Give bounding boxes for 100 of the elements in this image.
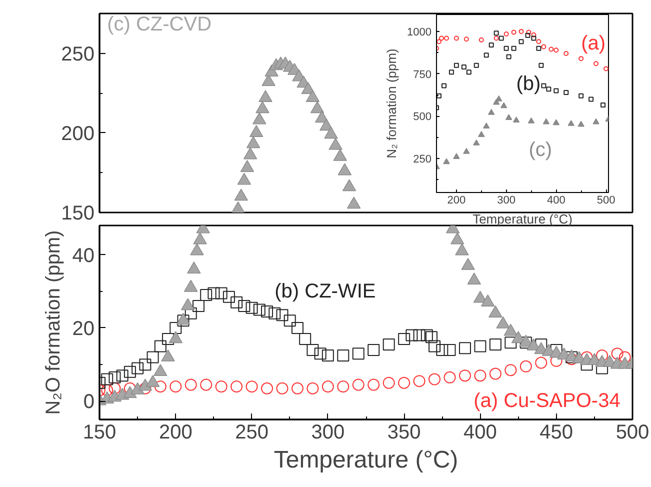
point — [382, 338, 395, 350]
point — [337, 380, 350, 393]
point — [215, 287, 228, 300]
point — [132, 362, 144, 374]
point — [542, 118, 550, 124]
point — [168, 331, 182, 344]
point — [162, 332, 174, 345]
point — [466, 70, 472, 75]
point — [154, 340, 166, 352]
point — [443, 158, 450, 164]
series-label: (a) — [581, 32, 606, 54]
x-tick-label: 200 — [447, 194, 466, 206]
point — [511, 46, 516, 51]
point — [548, 46, 554, 52]
point — [368, 344, 380, 356]
point — [504, 336, 517, 349]
point — [480, 294, 495, 306]
y-tick-label: 0 — [83, 391, 94, 414]
point — [504, 364, 517, 376]
x-tick-label: 300 — [497, 194, 516, 206]
point — [536, 46, 542, 51]
point — [564, 90, 569, 95]
point — [511, 331, 526, 344]
point — [170, 380, 182, 393]
point — [246, 380, 258, 393]
y-tick-label: 20 — [72, 318, 95, 340]
point — [611, 348, 624, 360]
point — [310, 101, 324, 114]
point — [531, 36, 536, 41]
point — [438, 36, 444, 41]
y-tick-label: 250 — [413, 154, 432, 166]
point — [180, 298, 195, 310]
point — [246, 302, 258, 314]
point — [512, 116, 520, 123]
y-tick-label: 750 — [413, 68, 432, 81]
series-label: (a) Cu-SAPO-34 — [474, 390, 620, 412]
point — [291, 322, 304, 334]
point — [488, 109, 495, 115]
point — [124, 366, 136, 378]
point — [291, 382, 304, 394]
point — [504, 324, 518, 336]
point — [146, 351, 159, 364]
y-tick-label: 1000 — [407, 26, 432, 38]
point — [268, 307, 281, 320]
y-tick-label: 500 — [413, 111, 432, 124]
point — [190, 243, 204, 256]
point — [230, 380, 243, 393]
point — [453, 153, 460, 159]
point — [154, 380, 166, 393]
point — [337, 349, 350, 362]
point — [600, 102, 606, 108]
point — [489, 368, 502, 380]
x-tick-label: 400 — [464, 422, 497, 444]
point — [500, 102, 508, 108]
x-axis-title: Temperature (°C) — [472, 212, 572, 226]
point — [306, 382, 319, 394]
point — [564, 50, 569, 56]
x-tick-label: 300 — [311, 422, 345, 444]
point — [139, 358, 152, 371]
point — [525, 32, 530, 38]
point — [324, 126, 338, 139]
point — [504, 46, 509, 51]
point — [541, 83, 546, 88]
y-tick-label: 250 — [61, 43, 95, 66]
point — [494, 36, 499, 41]
point — [478, 131, 485, 137]
point — [526, 30, 532, 35]
point — [458, 342, 471, 354]
point — [234, 188, 248, 201]
x-tick-label: 400 — [546, 194, 566, 206]
point — [578, 56, 584, 62]
point — [455, 243, 469, 256]
point — [420, 329, 433, 342]
point — [578, 120, 584, 127]
point — [184, 307, 197, 320]
point — [382, 376, 395, 389]
point — [116, 370, 128, 382]
point — [101, 373, 114, 386]
point — [222, 290, 235, 303]
point — [346, 196, 361, 209]
point — [474, 62, 479, 68]
point — [258, 90, 272, 102]
point — [436, 39, 442, 44]
point — [520, 360, 532, 372]
point — [231, 201, 245, 212]
point — [200, 378, 212, 391]
point — [594, 61, 599, 66]
point — [454, 36, 459, 41]
point — [464, 36, 469, 42]
point — [450, 232, 464, 244]
point — [483, 122, 490, 128]
point — [448, 70, 454, 75]
point — [406, 329, 418, 342]
point — [518, 39, 524, 44]
point — [554, 88, 559, 94]
point — [243, 147, 258, 160]
point — [444, 344, 456, 356]
point — [578, 93, 584, 98]
point — [506, 54, 512, 60]
point — [230, 296, 243, 308]
